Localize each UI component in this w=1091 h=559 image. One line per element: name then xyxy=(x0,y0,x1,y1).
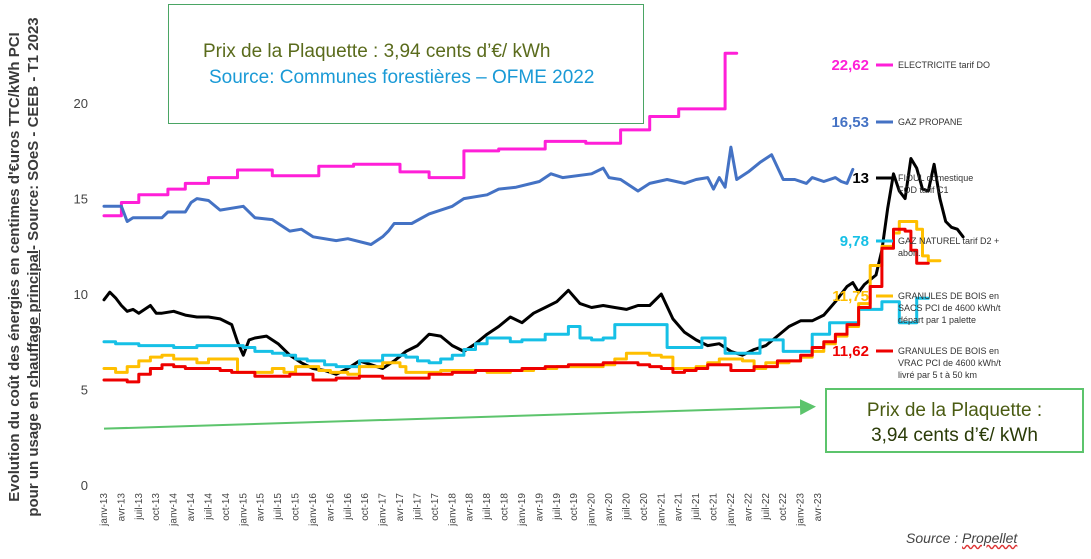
x-tick-label: oct-15 xyxy=(291,493,302,521)
x-tick-label: avr-20 xyxy=(604,493,615,522)
series-line-0 xyxy=(102,51,739,218)
legend-label: GAZ PROPANE xyxy=(898,117,962,127)
legend-label: GRANULES DE BOIS en xyxy=(898,291,999,301)
x-tick-label: oct-14 xyxy=(221,493,232,521)
y-tick-label: 10 xyxy=(74,287,88,302)
x-tick-label: janv-14 xyxy=(169,493,180,527)
x-tick-label: avr-18 xyxy=(465,493,476,522)
series-line-3 xyxy=(102,296,930,369)
x-tick-label: juil-21 xyxy=(691,493,702,521)
x-tick-label: janv-13 xyxy=(99,493,110,527)
legend-label: livré par 5 t à 50 km xyxy=(898,370,977,380)
x-tick-label: janv-21 xyxy=(656,493,667,527)
x-tick-label: juil-16 xyxy=(343,493,354,521)
x-tick-label: oct-21 xyxy=(709,493,720,521)
x-tick-label: oct-22 xyxy=(778,493,789,521)
x-tick-label: avr-23 xyxy=(813,493,824,522)
plaquette-callout-line1: Prix de la Plaquette : xyxy=(866,400,1043,421)
plaquette-source-text: Source: Communes forestières – OFME 2022 xyxy=(209,67,595,88)
legend-label: SACS PCI de 4600 kWh/t xyxy=(898,303,1001,313)
x-tick-label: janv-15 xyxy=(238,493,249,527)
legend-label: GAZ NATUREL tarif D2 + xyxy=(898,236,999,246)
plaquette-price-annotation-box: Prix de la Plaquette : 3,94 cents d’€/ k… xyxy=(168,4,644,124)
x-tick-label: juil-18 xyxy=(482,493,493,521)
y-tick-label: 20 xyxy=(74,96,88,111)
y-axis-title-line2: pour un usage en chauffage principal- So… xyxy=(25,17,42,517)
x-tick-label: juil-20 xyxy=(621,493,632,521)
legend-label: départ par 1 palette xyxy=(898,315,976,325)
y-tick-label: 0 xyxy=(81,478,88,493)
x-tick-label: juil-15 xyxy=(273,493,284,521)
x-tick-label: avr-17 xyxy=(395,493,406,522)
x-tick-label: juil-14 xyxy=(203,493,214,521)
source-note: Source : Propellet xyxy=(906,530,1018,546)
legend-value: 16,53 xyxy=(831,114,869,131)
plaquette-callout-line2: 3,94 cents d’€/ kWh xyxy=(871,425,1038,446)
plaquette-price-callout-box: Prix de la Plaquette : 3,94 cents d’€/ k… xyxy=(825,388,1084,453)
legend-label: FIOUL domestique xyxy=(898,173,973,183)
x-tick-label: avr-19 xyxy=(534,493,545,522)
x-tick-label: janv-16 xyxy=(308,493,319,527)
source-name: Propellet xyxy=(962,530,1018,546)
legend-label: FOD tarif C1 xyxy=(898,185,949,195)
legend-value: 22,62 xyxy=(831,57,869,74)
x-tick-label: avr-16 xyxy=(325,493,336,522)
y-axis-title-line1: Evolution du coût des énergies en centim… xyxy=(6,32,23,502)
x-tick-label: oct-20 xyxy=(639,493,650,521)
x-tick-label: oct-18 xyxy=(500,493,511,521)
plaquette-arrow xyxy=(103,399,816,430)
x-tick-label: oct-13 xyxy=(151,493,162,521)
legend-value: 11,75 xyxy=(832,288,869,305)
legend-value: 13 xyxy=(852,170,869,187)
legend-label: abon. xyxy=(898,248,921,258)
x-tick-label: avr-22 xyxy=(743,493,754,522)
y-tick-label: 5 xyxy=(81,383,88,398)
y-tick-label: 15 xyxy=(74,192,88,207)
x-tick-label: janv-23 xyxy=(796,493,807,527)
x-tick-label: avr-15 xyxy=(256,493,267,522)
x-tick-label: janv-18 xyxy=(447,493,458,527)
legend-label: GRANULES DE BOIS en xyxy=(898,346,999,356)
x-tick-label: janv-17 xyxy=(378,493,389,527)
x-tick-label: oct-17 xyxy=(430,493,441,521)
x-tick-label: juil-22 xyxy=(761,493,772,521)
series-line-1 xyxy=(102,145,855,246)
series-line-4 xyxy=(102,220,942,376)
legend-value: 11,62 xyxy=(832,343,869,360)
x-tick-label: janv-19 xyxy=(517,493,528,527)
legend-label: ELECTRICITE tarif DO xyxy=(898,60,990,70)
x-tick-label: oct-19 xyxy=(569,493,580,521)
legend-value: 9,78 xyxy=(840,233,869,250)
x-tick-label: juil-19 xyxy=(552,493,563,521)
y-axis-title: Evolution du coût des énergies en centim… xyxy=(5,7,43,527)
x-tick-label: avr-13 xyxy=(116,493,127,522)
x-tick-label: avr-14 xyxy=(186,493,197,522)
series-line-2 xyxy=(102,157,965,376)
x-tick-label: oct-16 xyxy=(360,493,371,521)
series-line-5 xyxy=(102,227,930,384)
x-tick-label: juil-13 xyxy=(134,493,145,521)
x-tick-label: janv-22 xyxy=(726,493,737,527)
x-tick-label: juil-17 xyxy=(412,493,423,521)
x-tick-label: janv-20 xyxy=(587,493,598,527)
x-tick-label: avr-21 xyxy=(674,493,685,522)
legend-label: VRAC PCI de 4600 kWh/t xyxy=(898,358,1002,368)
plaquette-price-text: Prix de la Plaquette : 3,94 cents d’€/ k… xyxy=(203,41,551,62)
